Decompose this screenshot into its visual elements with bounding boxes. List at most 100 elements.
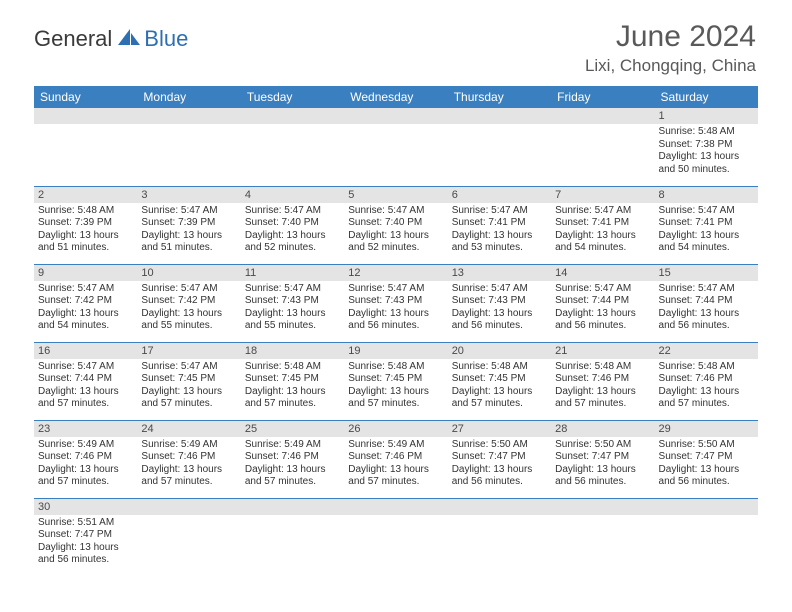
sunset-text: Sunset: 7:40 PM <box>245 217 340 230</box>
daylight-text: Daylight: 13 hours and 55 minutes. <box>141 308 236 333</box>
calendar-cell: 23Sunrise: 5:49 AMSunset: 7:46 PMDayligh… <box>34 420 137 498</box>
sunrise-text: Sunrise: 5:47 AM <box>452 283 547 296</box>
sunrise-text: Sunrise: 5:50 AM <box>555 439 650 452</box>
day-content: Sunrise: 5:48 AMSunset: 7:46 PMDaylight:… <box>655 359 758 415</box>
day-number: 22 <box>655 343 758 359</box>
day-content: Sunrise: 5:47 AMSunset: 7:44 PMDaylight:… <box>34 359 137 415</box>
sunrise-text: Sunrise: 5:47 AM <box>659 205 754 218</box>
daylight-text: Daylight: 13 hours and 57 minutes. <box>141 386 236 411</box>
calendar-row: 1Sunrise: 5:48 AMSunset: 7:38 PMDaylight… <box>34 108 758 186</box>
sunset-text: Sunset: 7:44 PM <box>659 295 754 308</box>
sunrise-text: Sunrise: 5:50 AM <box>659 439 754 452</box>
day-number <box>137 108 240 124</box>
calendar-cell <box>655 498 758 576</box>
calendar-cell: 15Sunrise: 5:47 AMSunset: 7:44 PMDayligh… <box>655 264 758 342</box>
day-number <box>34 108 137 124</box>
day-content <box>551 515 654 521</box>
day-header: Thursday <box>448 86 551 108</box>
sunset-text: Sunset: 7:38 PM <box>659 139 754 152</box>
day-content <box>448 515 551 521</box>
day-content: Sunrise: 5:48 AMSunset: 7:45 PMDaylight:… <box>241 359 344 415</box>
day-content <box>448 124 551 130</box>
daylight-text: Daylight: 13 hours and 54 minutes. <box>659 230 754 255</box>
day-content: Sunrise: 5:47 AMSunset: 7:43 PMDaylight:… <box>448 281 551 337</box>
daylight-text: Daylight: 13 hours and 57 minutes. <box>38 464 133 489</box>
sunrise-text: Sunrise: 5:48 AM <box>245 361 340 374</box>
sunrise-text: Sunrise: 5:48 AM <box>348 361 443 374</box>
day-number: 9 <box>34 265 137 281</box>
calendar-row: 2Sunrise: 5:48 AMSunset: 7:39 PMDaylight… <box>34 186 758 264</box>
calendar-cell: 16Sunrise: 5:47 AMSunset: 7:44 PMDayligh… <box>34 342 137 420</box>
calendar-cell: 25Sunrise: 5:49 AMSunset: 7:46 PMDayligh… <box>241 420 344 498</box>
daylight-text: Daylight: 13 hours and 56 minutes. <box>659 464 754 489</box>
daylight-text: Daylight: 13 hours and 53 minutes. <box>452 230 547 255</box>
daylight-text: Daylight: 13 hours and 57 minutes. <box>348 464 443 489</box>
day-content: Sunrise: 5:47 AMSunset: 7:44 PMDaylight:… <box>655 281 758 337</box>
calendar-cell: 13Sunrise: 5:47 AMSunset: 7:43 PMDayligh… <box>448 264 551 342</box>
daylight-text: Daylight: 13 hours and 57 minutes. <box>141 464 236 489</box>
day-number: 8 <box>655 187 758 203</box>
day-content: Sunrise: 5:48 AMSunset: 7:38 PMDaylight:… <box>655 124 758 180</box>
sunset-text: Sunset: 7:46 PM <box>141 451 236 464</box>
sunset-text: Sunset: 7:42 PM <box>141 295 236 308</box>
sunrise-text: Sunrise: 5:50 AM <box>452 439 547 452</box>
sunset-text: Sunset: 7:40 PM <box>348 217 443 230</box>
daylight-text: Daylight: 13 hours and 56 minutes. <box>659 308 754 333</box>
day-number: 12 <box>344 265 447 281</box>
sail-icon <box>116 27 142 52</box>
sunrise-text: Sunrise: 5:47 AM <box>245 205 340 218</box>
day-content <box>551 124 654 130</box>
day-content: Sunrise: 5:47 AMSunset: 7:45 PMDaylight:… <box>137 359 240 415</box>
day-content: Sunrise: 5:47 AMSunset: 7:40 PMDaylight:… <box>241 203 344 259</box>
day-number: 3 <box>137 187 240 203</box>
calendar-table: Sunday Monday Tuesday Wednesday Thursday… <box>34 86 758 576</box>
day-content: Sunrise: 5:51 AMSunset: 7:47 PMDaylight:… <box>34 515 137 571</box>
day-content <box>137 515 240 521</box>
calendar-cell <box>137 498 240 576</box>
sunrise-text: Sunrise: 5:49 AM <box>141 439 236 452</box>
sunrise-text: Sunrise: 5:47 AM <box>348 283 443 296</box>
sunset-text: Sunset: 7:44 PM <box>555 295 650 308</box>
calendar-cell: 2Sunrise: 5:48 AMSunset: 7:39 PMDaylight… <box>34 186 137 264</box>
day-header: Tuesday <box>241 86 344 108</box>
sunset-text: Sunset: 7:45 PM <box>245 373 340 386</box>
day-number: 29 <box>655 421 758 437</box>
day-content: Sunrise: 5:49 AMSunset: 7:46 PMDaylight:… <box>34 437 137 493</box>
sunset-text: Sunset: 7:46 PM <box>348 451 443 464</box>
day-content <box>655 515 758 521</box>
calendar-cell: 3Sunrise: 5:47 AMSunset: 7:39 PMDaylight… <box>137 186 240 264</box>
day-number <box>655 499 758 515</box>
sunset-text: Sunset: 7:46 PM <box>659 373 754 386</box>
sunset-text: Sunset: 7:39 PM <box>141 217 236 230</box>
sunset-text: Sunset: 7:47 PM <box>38 529 133 542</box>
calendar-cell: 12Sunrise: 5:47 AMSunset: 7:43 PMDayligh… <box>344 264 447 342</box>
sunset-text: Sunset: 7:46 PM <box>38 451 133 464</box>
sunset-text: Sunset: 7:47 PM <box>555 451 650 464</box>
daylight-text: Daylight: 13 hours and 57 minutes. <box>245 386 340 411</box>
calendar-cell: 19Sunrise: 5:48 AMSunset: 7:45 PMDayligh… <box>344 342 447 420</box>
day-number <box>551 108 654 124</box>
day-number: 4 <box>241 187 344 203</box>
day-header: Wednesday <box>344 86 447 108</box>
day-number: 21 <box>551 343 654 359</box>
daylight-text: Daylight: 13 hours and 57 minutes. <box>452 386 547 411</box>
day-content: Sunrise: 5:47 AMSunset: 7:42 PMDaylight:… <box>34 281 137 337</box>
day-number: 5 <box>344 187 447 203</box>
daylight-text: Daylight: 13 hours and 54 minutes. <box>38 308 133 333</box>
day-number: 14 <box>551 265 654 281</box>
sunrise-text: Sunrise: 5:47 AM <box>38 361 133 374</box>
calendar-cell <box>344 498 447 576</box>
calendar-cell: 11Sunrise: 5:47 AMSunset: 7:43 PMDayligh… <box>241 264 344 342</box>
sunset-text: Sunset: 7:43 PM <box>452 295 547 308</box>
logo-text-blue: Blue <box>144 26 188 52</box>
sunset-text: Sunset: 7:45 PM <box>452 373 547 386</box>
day-content: Sunrise: 5:47 AMSunset: 7:41 PMDaylight:… <box>551 203 654 259</box>
day-content: Sunrise: 5:47 AMSunset: 7:43 PMDaylight:… <box>344 281 447 337</box>
day-header: Monday <box>137 86 240 108</box>
logo: General Blue <box>34 26 188 52</box>
day-number: 11 <box>241 265 344 281</box>
calendar-cell: 29Sunrise: 5:50 AMSunset: 7:47 PMDayligh… <box>655 420 758 498</box>
sunrise-text: Sunrise: 5:47 AM <box>555 283 650 296</box>
day-number: 27 <box>448 421 551 437</box>
day-number: 24 <box>137 421 240 437</box>
